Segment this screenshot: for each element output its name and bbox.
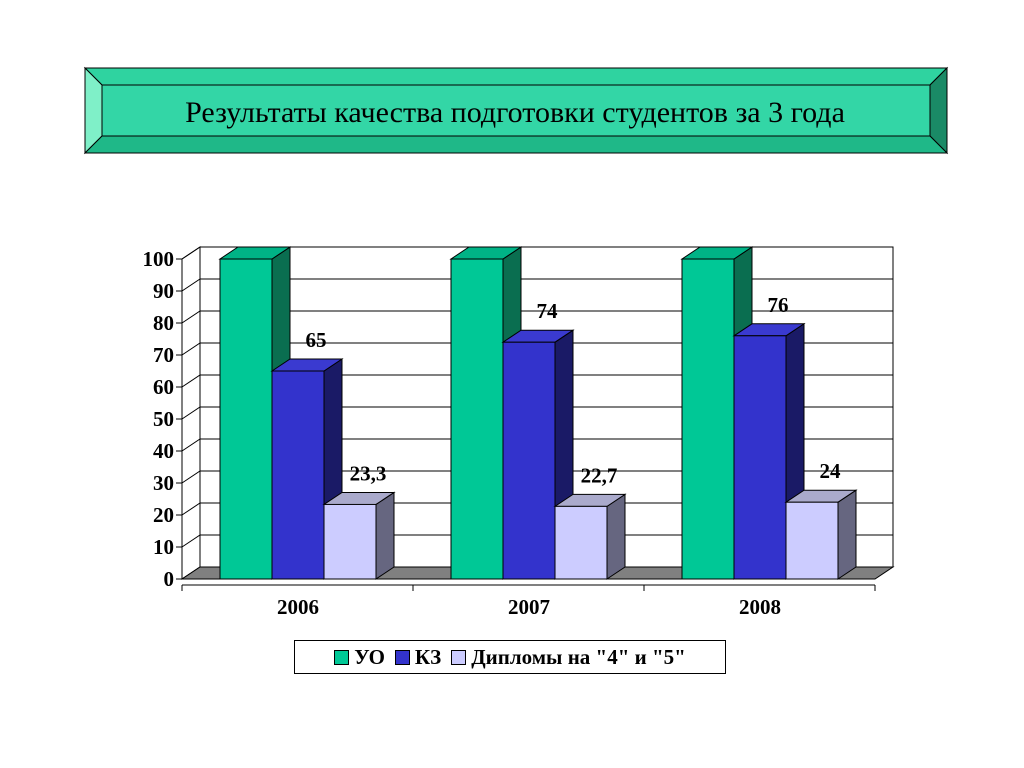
bar	[323, 503, 377, 580]
y-tick-label: 80	[153, 311, 174, 335]
chart-bars	[218, 246, 858, 580]
x-tick-label: 2007	[508, 595, 550, 619]
y-tick-label: 90	[153, 279, 174, 303]
x-tick-label: 2008	[739, 595, 781, 619]
bar-chart: 0 10 20 30 40 50 60 70 80 90 100 2006 2007 2008 65 23,…	[143, 246, 895, 619]
y-tick-label: 100	[143, 247, 175, 271]
y-tick-label: 60	[153, 375, 174, 399]
bar-side	[837, 489, 857, 580]
data-label: 74	[537, 299, 559, 323]
gridline	[181, 470, 893, 484]
bar-side	[375, 491, 395, 580]
data-label: 76	[768, 293, 789, 317]
gridline	[181, 342, 893, 356]
legend-swatch	[334, 649, 350, 665]
gridline	[181, 278, 893, 292]
bar	[785, 501, 839, 580]
y-tick-label: 70	[153, 343, 174, 367]
legend-label: УО	[354, 644, 385, 669]
slide-title: Результаты качества подготовки студентов…	[185, 96, 845, 129]
chart-legend: УО КЗ Дипломы на "4" и "5"	[294, 640, 726, 674]
data-label: 22,7	[581, 463, 618, 487]
bar	[450, 258, 504, 580]
bar	[554, 505, 608, 580]
legend-item: Дипломы на "4" и "5"	[451, 645, 686, 670]
y-tick-label: 0	[164, 567, 175, 591]
y-tick-label: 10	[153, 535, 174, 559]
legend-swatch	[394, 649, 410, 665]
title-frame	[83, 66, 949, 155]
legend-item: КЗ	[394, 644, 442, 670]
gridline	[181, 406, 893, 420]
chart-axes: 0 10 20 30 40 50 60 70 80 90 100 2006 2007 2008	[143, 247, 876, 619]
data-label: 65	[306, 328, 327, 352]
gridline	[181, 502, 893, 516]
gridline	[181, 310, 893, 324]
title-face	[101, 84, 931, 137]
y-tick-label: 40	[153, 439, 174, 463]
bar	[681, 258, 735, 580]
legend-swatch	[451, 649, 467, 665]
data-label: 24	[820, 459, 842, 483]
bar	[219, 258, 273, 580]
y-tick-label: 20	[153, 503, 174, 527]
legend-label: КЗ	[414, 644, 442, 669]
gridline	[181, 374, 893, 388]
data-label: 23,3	[350, 461, 387, 485]
y-tick-label: 50	[153, 407, 174, 431]
bar	[733, 335, 787, 580]
gridline	[181, 246, 893, 260]
bar	[271, 370, 325, 580]
legend-label: Дипломы на "4" и "5"	[471, 644, 686, 669]
gridline	[181, 534, 893, 548]
bar-side	[606, 493, 626, 580]
x-tick-label: 2006	[277, 595, 319, 619]
gridline	[181, 438, 893, 452]
chart-data-labels: 65 23,3 74 22,7 76 24	[306, 293, 842, 488]
y-tick-label: 30	[153, 471, 174, 495]
legend-item: УО	[334, 645, 385, 670]
bar	[502, 341, 556, 580]
